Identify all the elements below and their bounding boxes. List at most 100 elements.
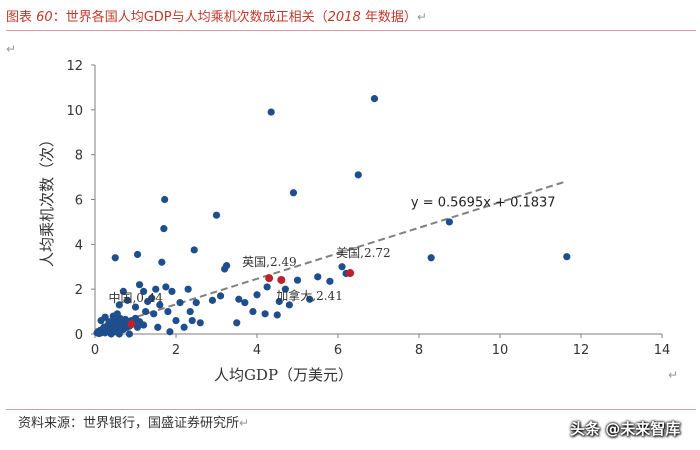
data-point xyxy=(131,303,140,311)
data-point xyxy=(196,319,204,327)
data-point xyxy=(172,316,180,325)
annotation-label: 美国,2.72 xyxy=(336,246,391,260)
data-point xyxy=(133,323,142,331)
data-point xyxy=(273,311,281,319)
annotation-label: 中国,0.44 xyxy=(108,290,163,305)
data-point xyxy=(180,323,188,331)
data-point xyxy=(125,330,134,338)
x-tick-label: 12 xyxy=(573,343,590,358)
data-point xyxy=(186,307,194,316)
x-tick-label: 8 xyxy=(415,343,423,358)
y-axis-label: 人均乘机次数（次） xyxy=(38,132,56,267)
data-point xyxy=(293,276,302,284)
data-point xyxy=(192,299,200,307)
data-point xyxy=(115,330,123,338)
annotation-label: 英国,2.49 xyxy=(242,255,297,269)
data-point xyxy=(306,295,314,303)
paragraph-mark: ↵ xyxy=(6,42,17,56)
data-point xyxy=(314,273,322,281)
y-tick-label: 8 xyxy=(75,149,83,164)
data-point xyxy=(267,108,275,116)
labels-group: 中国,0.44 英国,2.49 加拿大,2.41 美国,2.72 xyxy=(108,246,390,305)
data-point xyxy=(123,296,131,304)
caption-text: ：世界各国人均GDP与人均乘机次数成正相关（ xyxy=(52,10,328,25)
data-point xyxy=(133,250,142,259)
data-point xyxy=(166,328,174,336)
x-tick-label: 0 xyxy=(91,343,99,358)
data-point xyxy=(261,310,269,318)
data-point xyxy=(289,189,298,197)
data-point xyxy=(119,287,127,296)
source-note: 资料来源：世界银行，国盛证券研究所↵ xyxy=(18,412,249,431)
figure-caption: 图表 60：世界各国人均GDP与人均乘机次数成正相关（2018 年数据）↵ xyxy=(6,4,696,31)
data-point xyxy=(105,318,113,326)
x-axis-label: 人均GDP（万美元） xyxy=(214,366,353,384)
data-point xyxy=(275,297,283,306)
data-point xyxy=(285,301,293,309)
data-point xyxy=(338,263,346,271)
source-divider xyxy=(6,409,696,410)
source-return-mark: ↵ xyxy=(239,416,250,430)
data-point xyxy=(148,294,156,302)
data-point xyxy=(249,307,257,316)
chart-axes: 0 2 4 6 8 10 12 14 0 2 4 6 8 10 12 人均GDP（万美元） 人均乘机次数（次） xyxy=(38,59,670,384)
caption-year: 2018 xyxy=(327,10,361,25)
trendline-group: y = 0.5695x + 0.1837 xyxy=(94,180,566,331)
watermark-text: 头条 @未来智库 xyxy=(570,420,681,438)
highlight-point xyxy=(127,320,136,329)
annotation-label: 加拿大,2.41 xyxy=(276,288,343,303)
data-point xyxy=(263,283,271,291)
x-tick-label: 10 xyxy=(492,343,509,358)
data-point xyxy=(445,218,453,226)
caption-number: 60 xyxy=(36,10,53,25)
caption-suffix: 年数据） xyxy=(360,10,417,25)
source-text: 资料来源：世界银行，国盛证券研究所 xyxy=(18,416,240,431)
trendline-equation: y = 0.5695x + 0.1837 xyxy=(411,195,556,210)
data-point xyxy=(162,283,170,291)
data-point xyxy=(176,299,184,307)
data-point xyxy=(168,287,176,296)
data-point xyxy=(140,287,148,296)
data-point xyxy=(160,225,168,233)
y-tick-label: 4 xyxy=(75,238,83,253)
x-tick-label: 14 xyxy=(654,343,671,358)
data-point xyxy=(111,254,119,262)
data-point xyxy=(152,285,160,293)
y-tick-label: 10 xyxy=(66,104,83,119)
data-point xyxy=(233,319,241,327)
data-point xyxy=(161,195,169,204)
data-point xyxy=(188,316,196,325)
y-tick-label: 6 xyxy=(75,194,83,209)
data-point xyxy=(184,285,192,293)
data-point xyxy=(164,307,172,316)
axis-return-mark: ↵ xyxy=(668,368,679,382)
x-tick-label: 2 xyxy=(172,343,180,358)
data-point xyxy=(235,295,243,303)
data-point xyxy=(212,211,221,219)
trendline xyxy=(94,180,566,331)
y-tick-label: 0 xyxy=(75,328,83,343)
x-tick-label: 4 xyxy=(253,343,261,358)
data-point xyxy=(563,253,571,261)
x-tick-label: 6 xyxy=(334,343,342,358)
data-point xyxy=(142,307,150,316)
y-tick-label: 2 xyxy=(75,283,83,298)
data-point xyxy=(113,310,121,318)
data-point xyxy=(135,281,144,289)
data-point xyxy=(208,296,217,304)
data-point xyxy=(253,291,261,299)
data-point xyxy=(107,330,115,338)
highlight-point xyxy=(346,269,355,278)
data-point xyxy=(190,246,198,254)
data-point xyxy=(370,95,379,103)
data-point xyxy=(158,258,166,266)
points-group xyxy=(93,95,571,338)
data-point xyxy=(140,321,148,329)
data-point xyxy=(216,292,225,300)
data-point xyxy=(154,323,162,331)
caption-return-mark: ↵ xyxy=(416,10,427,24)
data-point xyxy=(115,301,123,309)
data-point xyxy=(241,299,249,307)
caption-prefix: 图表 xyxy=(6,10,37,25)
data-point xyxy=(281,285,289,293)
